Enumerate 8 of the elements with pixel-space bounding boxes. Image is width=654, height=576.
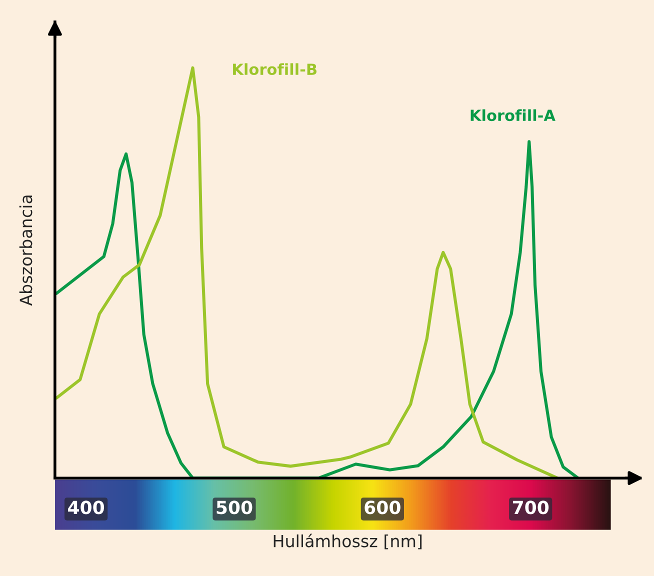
y-axis-title: Abszorbancia [19,196,32,306]
x-tick-label: 400 [68,500,104,514]
x-tick-label: 700 [512,500,549,514]
x-axis-title: Hullámhossz [nm] [274,534,422,550]
x-tick-label: 600 [364,500,400,514]
text: Klorofill-B [233,63,317,76]
x-tick-label: 500 [216,500,252,514]
text: Klorofill-A [470,109,556,122]
